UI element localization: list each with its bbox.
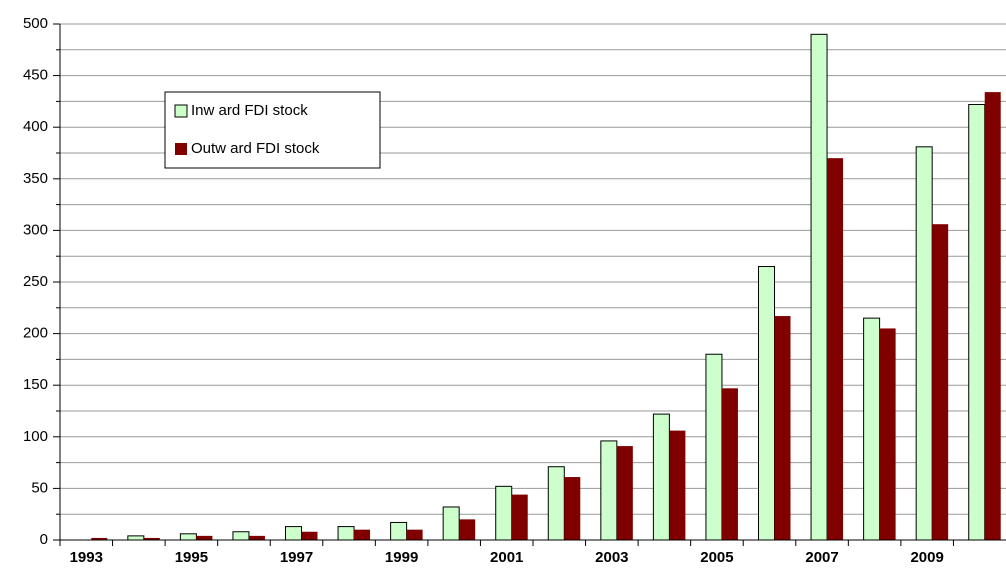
bar (652, 413, 670, 541)
bar (442, 506, 460, 541)
bar (721, 388, 738, 540)
bar (301, 531, 318, 540)
bar (406, 529, 423, 540)
y-tick-label: 100 (23, 428, 48, 445)
bar (143, 537, 160, 540)
legend-box (164, 91, 381, 169)
x-tick-label: 2001 (490, 549, 523, 566)
bar (669, 430, 686, 540)
bar (232, 531, 250, 541)
bar (390, 521, 408, 541)
y-tick-label: 400 (23, 118, 48, 135)
x-tick-label: 1999 (385, 549, 418, 566)
y-tick-label: 350 (23, 170, 48, 187)
y-tick-label: 250 (23, 273, 48, 290)
legend-label: Outw ard FDI stock (191, 140, 320, 157)
x-tick-label: 1997 (280, 549, 313, 566)
bar (248, 535, 265, 540)
bar (91, 537, 108, 540)
legend-swatch (175, 143, 187, 155)
y-tick-label: 50 (31, 479, 48, 496)
bar (879, 328, 896, 540)
y-tick-label: 300 (23, 221, 48, 238)
bar (810, 33, 828, 541)
x-tick-label: 2003 (595, 549, 628, 566)
bar (863, 317, 881, 541)
y-tick-label: 500 (23, 15, 48, 32)
bar (827, 158, 844, 540)
bar (196, 535, 213, 540)
y-tick-label: 0 (40, 531, 48, 548)
bar (337, 526, 355, 541)
legend-swatch (174, 104, 188, 118)
bar (758, 266, 775, 541)
bar (616, 446, 633, 540)
bar (564, 477, 581, 540)
bar (354, 529, 371, 540)
bar (774, 316, 791, 540)
x-tick-label: 2005 (700, 549, 733, 566)
bar (968, 103, 986, 541)
y-tick-label: 450 (23, 67, 48, 84)
x-tick-label: 2009 (910, 549, 943, 566)
x-tick-label: 1995 (175, 549, 208, 566)
bar (495, 485, 513, 541)
y-tick-label: 150 (23, 376, 48, 393)
bar (547, 466, 565, 541)
bar (915, 146, 933, 541)
legend-label: Inw ard FDI stock (191, 102, 308, 119)
bar (511, 494, 528, 540)
bar (127, 535, 145, 541)
x-tick-label: 1993 (70, 549, 103, 566)
bar (984, 92, 1001, 540)
bar (705, 353, 723, 541)
bar (179, 533, 197, 541)
bar (285, 526, 302, 541)
bar (932, 224, 949, 540)
bar (459, 519, 476, 540)
bar (600, 440, 618, 541)
x-tick-label: 2007 (805, 549, 838, 566)
y-tick-label: 200 (23, 325, 48, 342)
